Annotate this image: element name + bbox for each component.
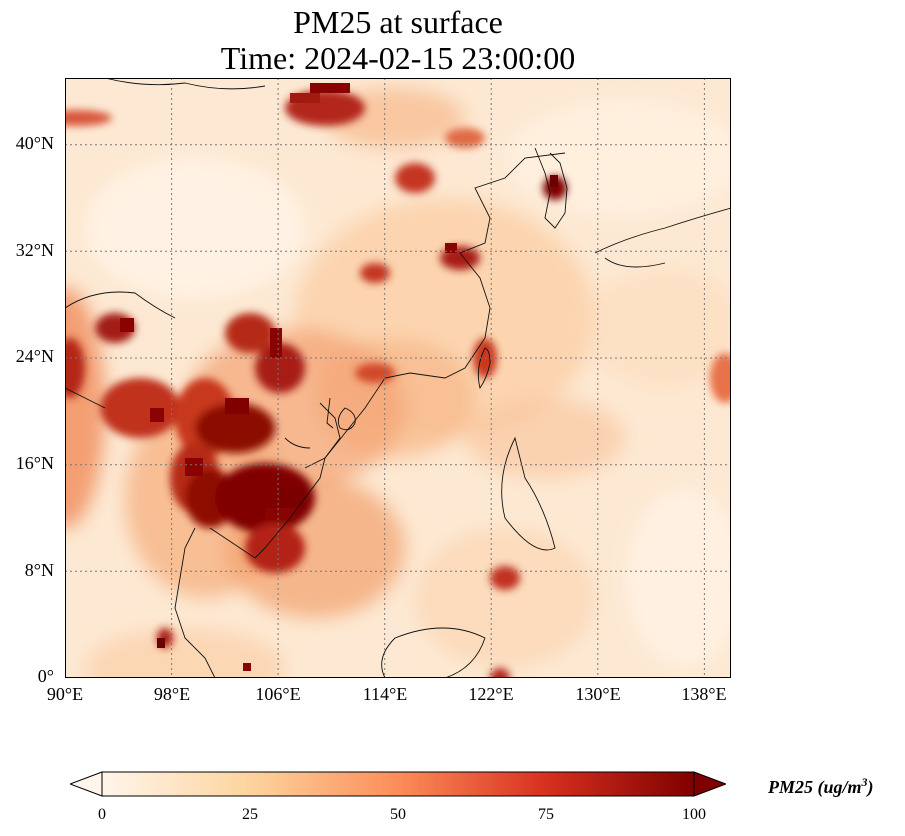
- lat-tick-32n: 32°N: [15, 240, 54, 260]
- map-border: [65, 78, 731, 678]
- colorbar-gradient: [101, 771, 695, 797]
- colorbar-min-extend: [70, 771, 103, 797]
- lat-tick-24n: 24°N: [15, 346, 54, 366]
- lon-tick-90e: 90°E: [46, 684, 84, 704]
- lon-tick-114e: 114°E: [362, 684, 408, 704]
- map-timestamp: Time: 2024-02-15 23:00:00: [220, 40, 576, 76]
- lat-tick-0: 0°: [37, 666, 54, 686]
- colorbar-tick-0: 0: [98, 806, 106, 823]
- colorbar-label-close: ): [867, 777, 874, 797]
- lon-tick-106e: 106°E: [255, 684, 301, 704]
- lat-tick-16n: 16°N: [15, 453, 54, 473]
- lon-tick-122e: 122°E: [468, 684, 514, 704]
- colorbar-label-sup: 3: [861, 775, 868, 789]
- lat-tick-40n: 40°N: [15, 133, 54, 153]
- lon-tick-98e: 98°E: [153, 684, 191, 704]
- map-title: PM25 at surface: [293, 4, 503, 40]
- colorbar-tick-100: 100: [682, 806, 706, 823]
- pm25-hotspot-cells: [120, 83, 558, 671]
- colorbar: [70, 771, 726, 797]
- lat-tick-8n: 8°N: [24, 560, 54, 580]
- colorbar-max-extend: [693, 771, 726, 797]
- colorbar-label-main: PM25 (ug/m: [768, 777, 862, 797]
- colorbar-tick-25: 25: [242, 806, 258, 823]
- lon-tick-138e: 138°E: [681, 684, 727, 704]
- colorbar-tick-75: 75: [538, 806, 554, 823]
- colorbar-label: PM25 (ug/m3): [768, 775, 874, 798]
- coastlines: [65, 78, 731, 678]
- lon-tick-130e: 130°E: [575, 684, 621, 704]
- colorbar-tick-50: 50: [390, 806, 406, 823]
- pm25-map: [65, 78, 731, 678]
- gridlines: [65, 78, 731, 678]
